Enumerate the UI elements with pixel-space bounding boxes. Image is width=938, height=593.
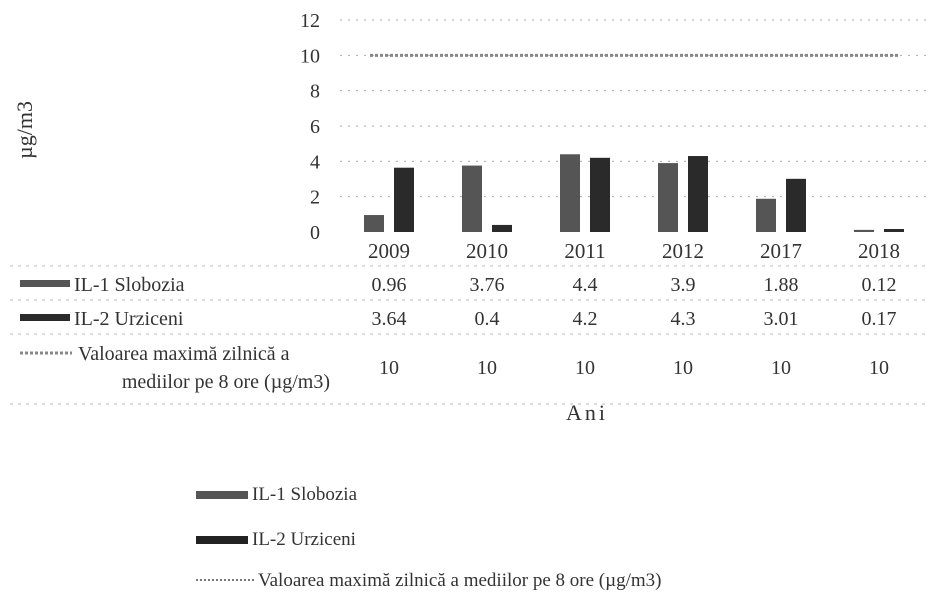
table-cell: 10 <box>575 357 595 379</box>
y-axis-label: µg/m3 <box>12 101 37 159</box>
table-cell: 3.76 <box>470 274 505 296</box>
table-cell: 10 <box>771 357 791 379</box>
bar-slobozia <box>462 166 482 232</box>
y-tick-label: 2 <box>310 187 320 209</box>
legend-label-urziceni: IL-2 Urziceni <box>252 529 356 551</box>
y-tick-label: 0 <box>310 222 320 244</box>
legend-item-slobozia: IL-1 Slobozia <box>196 484 357 506</box>
table-cell: 3.01 <box>764 308 799 330</box>
bar-slobozia <box>560 154 580 232</box>
row-label-limit-line1: Valoarea maximă zilnică a <box>78 343 290 365</box>
table-cell: 10 <box>379 357 399 379</box>
bar-slobozia <box>658 163 678 232</box>
bar-slobozia <box>364 215 384 232</box>
bar-urziceni <box>492 225 512 232</box>
table-cell: 10 <box>869 357 889 379</box>
x-tick-label: 2018 <box>858 239 900 263</box>
gridlines <box>340 20 928 197</box>
y-tick-label: 8 <box>310 81 320 103</box>
legend-label-slobozia: IL-1 Slobozia <box>252 484 357 506</box>
table-cell: 1.88 <box>764 274 799 296</box>
x-tick-label: 2009 <box>368 239 410 263</box>
bars <box>364 154 904 232</box>
x-tick-label: 2012 <box>662 239 704 263</box>
table-cell: 0.96 <box>372 274 407 296</box>
table-cell: 10 <box>673 357 693 379</box>
table-cell: 4.3 <box>671 308 696 330</box>
table-cell: 3.9 <box>671 274 696 296</box>
row-label-limit-line2: mediilor pe 8 ore (µg/m3) <box>122 371 330 393</box>
row-key-urziceni <box>20 314 70 321</box>
y-axis-ticks: 0 2 4 6 8 10 12 <box>300 10 320 244</box>
legend-item-limit: Valoarea maximă zilnică a mediilor pe 8 … <box>196 570 661 592</box>
row-key-slobozia <box>20 280 70 287</box>
y-tick-label: 6 <box>310 116 320 138</box>
bar-slobozia <box>854 230 874 232</box>
table-cell: 0.4 <box>475 308 500 330</box>
bar-urziceni <box>786 179 806 232</box>
legend-swatch-slobozia <box>196 491 248 499</box>
legend-label-limit: Valoarea maximă zilnică a mediilor pe 8 … <box>258 570 661 592</box>
x-tick-label: 2011 <box>564 239 605 263</box>
bar-urziceni <box>394 168 414 232</box>
bar-urziceni <box>590 158 610 232</box>
table-cell: 4.4 <box>573 274 598 296</box>
table-cell: 3.64 <box>372 308 407 330</box>
legend-item-urziceni: IL-2 Urziceni <box>196 529 356 551</box>
x-axis-ticks: 2009 2010 2011 2012 2017 2018 <box>368 239 900 263</box>
x-tick-label: 2017 <box>760 239 802 263</box>
y-tick-label: 4 <box>310 151 320 173</box>
bar-urziceni <box>688 156 708 232</box>
table-cell: 4.2 <box>573 308 598 330</box>
y-tick-label: 12 <box>300 10 320 32</box>
row-label-slobozia: IL-1 Slobozia <box>74 274 185 296</box>
legend-swatch-limit <box>196 579 254 584</box>
table-cell: 0.17 <box>862 308 897 330</box>
data-table: IL-1 Slobozia IL-2 Urziceni Valoarea maxim… <box>10 266 928 404</box>
row-label-urziceni: IL-2 Urziceni <box>74 308 184 330</box>
bar-urziceni <box>884 229 904 232</box>
bar-slobozia <box>756 199 776 232</box>
y-tick-label: 10 <box>300 45 320 67</box>
x-axis-label: Ani <box>566 400 608 425</box>
table-cell: 10 <box>477 357 497 379</box>
x-tick-label: 2010 <box>466 239 508 263</box>
legend-swatch-urziceni <box>196 536 248 544</box>
table-cell: 0.12 <box>862 274 897 296</box>
